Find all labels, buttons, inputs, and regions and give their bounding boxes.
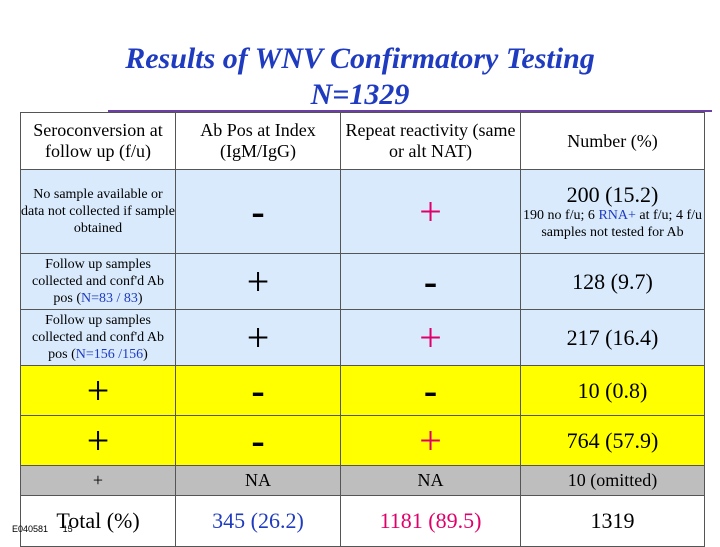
total-repeat: 1181 (89.5) <box>340 495 521 547</box>
row2-sero-n: N=83 / 83 <box>81 291 138 306</box>
table-total-row: Total (%) 345 (26.2) 1181 (89.5) 1319 <box>20 495 705 547</box>
row1-number: 200 (15.2) <box>566 181 659 207</box>
slide-footer: E040581 15 <box>12 524 85 534</box>
row1-note-prefix: 190 no f/u; 6 <box>522 207 599 223</box>
total-label: Total (%) <box>20 495 176 547</box>
row5-repeat: + <box>340 415 521 466</box>
page-subtitle: N=1329 <box>310 78 410 111</box>
row3-repeat: + <box>340 309 521 366</box>
row6-ab-pos: NA <box>175 465 341 496</box>
row4-repeat: - <box>340 365 521 416</box>
header-number: Number (%) <box>520 112 705 170</box>
footer-code: E040581 <box>12 524 49 534</box>
row6-repeat: NA <box>340 465 521 496</box>
row3-ab-pos: + <box>175 309 341 366</box>
row1-repeat: + <box>340 169 521 254</box>
row4-ab-pos: - <box>175 365 341 416</box>
table-row: Follow up samples collected and conf'd A… <box>20 253 705 310</box>
results-table: Seroconversion at follow up (f/u) Ab Pos… <box>20 112 705 547</box>
page-title: Results of WNV Confirmatory Testing <box>125 42 595 75</box>
table-row: + NA NA 10 (omitted) <box>20 465 705 496</box>
table-row: Follow up samples collected and conf'd A… <box>20 309 705 366</box>
row2-sero-prefix: Follow up samples collected and conf'd A… <box>32 257 164 306</box>
total-number: 1319 <box>520 495 705 547</box>
row5-ab-pos: - <box>175 415 341 466</box>
row1-ab-pos: - <box>175 169 341 254</box>
header-repeat-reactivity: Repeat reactivity (same or alt NAT) <box>340 112 521 170</box>
row6-number: 10 (omitted) <box>520 465 705 496</box>
header-ab-pos: Ab Pos at Index (IgM/IgG) <box>175 112 341 170</box>
table-row: + - - 10 (0.8) <box>20 365 705 416</box>
row2-sero-suffix: ) <box>137 291 143 306</box>
row1-note: 190 no f/u; 6 RNA+ at f/u; 4 f/u samples… <box>522 207 704 241</box>
row6-seroconversion: + <box>20 465 176 496</box>
row2-repeat: - <box>340 253 521 310</box>
row2-number: 128 (9.7) <box>520 253 705 310</box>
row2-seroconversion: Follow up samples collected and conf'd A… <box>20 253 176 310</box>
row3-sero-suffix: ) <box>143 347 148 362</box>
row3-sero-n: N=156 /156 <box>75 347 144 362</box>
row1-seroconversion: No sample available or data not collecte… <box>20 169 176 254</box>
row4-number: 10 (0.8) <box>520 365 705 416</box>
table-row: + - + 764 (57.9) <box>20 415 705 466</box>
row3-number: 217 (16.4) <box>520 309 705 366</box>
row3-seroconversion: Follow up samples collected and conf'd A… <box>20 309 176 366</box>
header-seroconversion: Seroconversion at follow up (f/u) <box>20 112 176 170</box>
table-row: No sample available or data not collecte… <box>20 169 705 254</box>
row3-sero-prefix: Follow up samples collected and conf'd A… <box>32 313 164 362</box>
row4-seroconversion: + <box>20 365 176 416</box>
table-header-row: Seroconversion at follow up (f/u) Ab Pos… <box>20 112 705 170</box>
total-ab-pos: 345 (26.2) <box>175 495 341 547</box>
footer-page: 15 <box>62 524 73 534</box>
row2-ab-pos: + <box>175 253 341 310</box>
row1-note-highlight: RNA+ <box>598 207 636 223</box>
row5-number: 764 (57.9) <box>520 415 705 466</box>
title-underline <box>108 110 712 112</box>
row1-number-cell: 200 (15.2) 190 no f/u; 6 RNA+ at f/u; 4 … <box>520 169 705 254</box>
row5-seroconversion: + <box>20 415 176 466</box>
row1-note-suffix: at f/u; 4 f/u samples not tested for Ab <box>541 207 703 240</box>
